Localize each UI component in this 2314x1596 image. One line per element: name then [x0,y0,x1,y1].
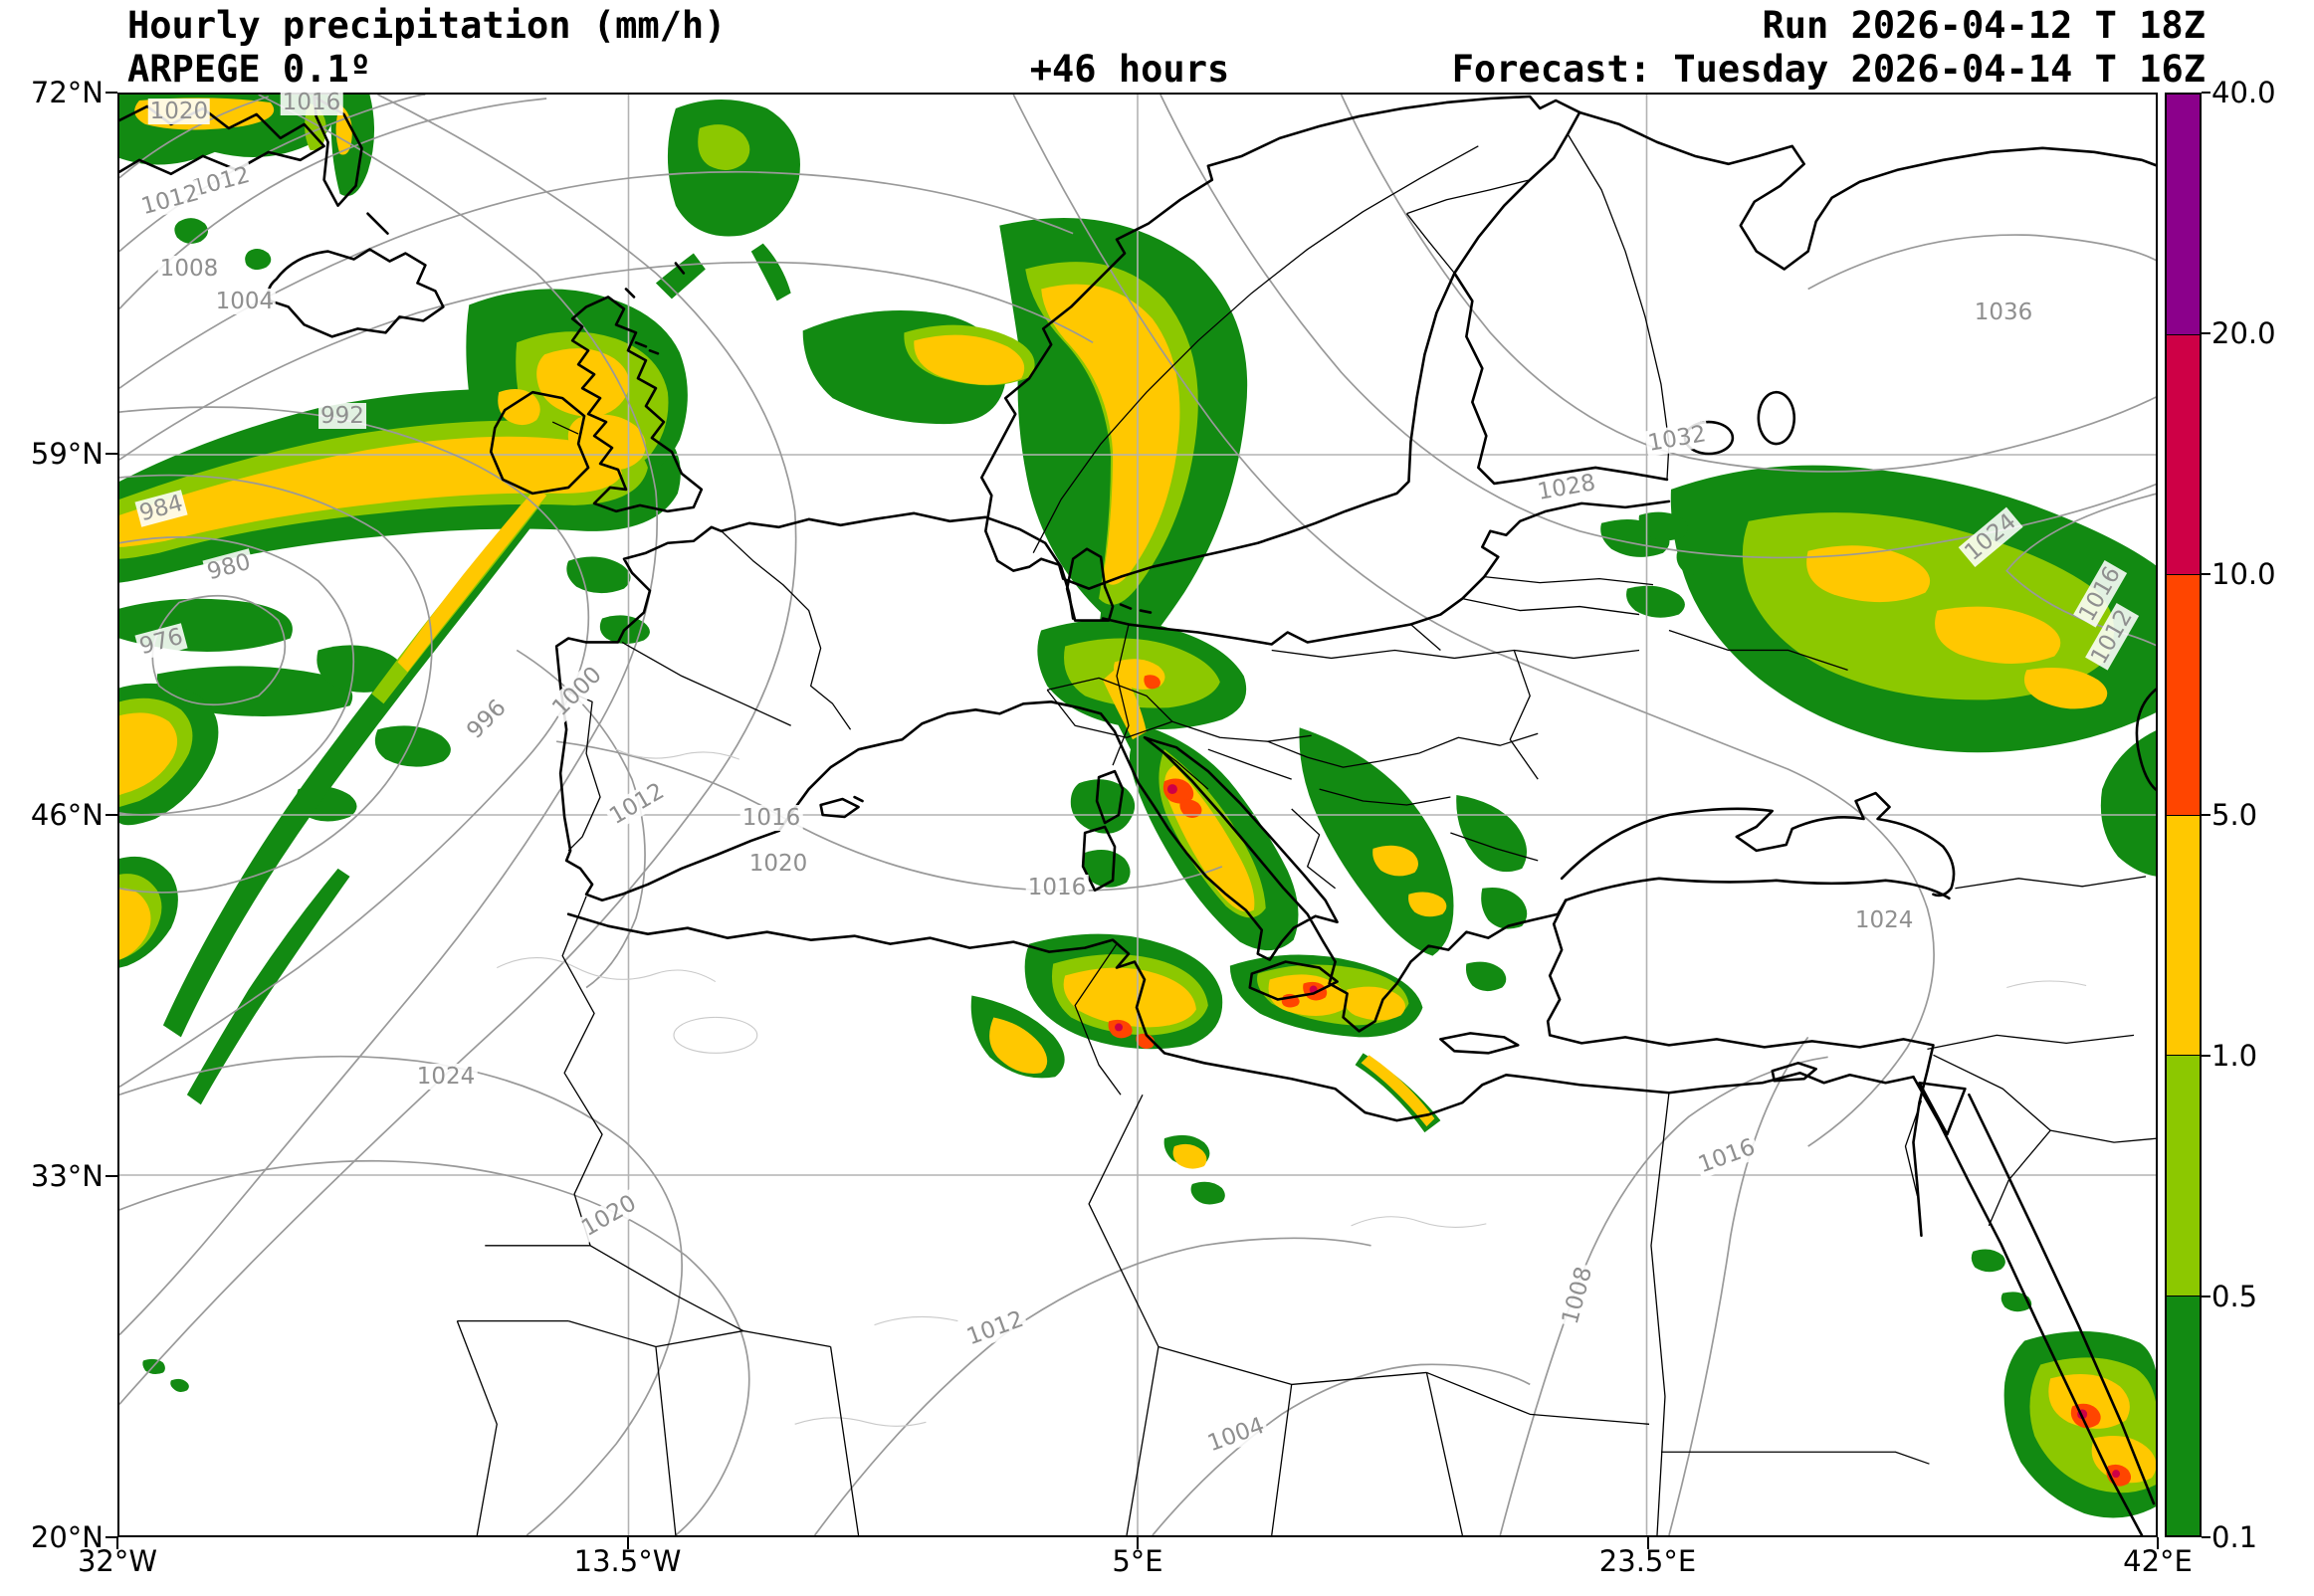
lat-tick-label: 20°N [30,1520,104,1554]
colorbar-segment [2167,95,2200,335]
lat-tick-mark [105,1536,117,1538]
lat-tick-label: 72°N [30,76,104,109]
colorbar [2165,93,2202,1537]
lon-tick-label: 32°W [77,1544,158,1578]
lat-tick-label: 59°N [30,437,104,471]
lon-tick-label: 13.5°W [573,1544,682,1578]
lon-tick-label: 5°E [1112,1544,1163,1578]
lon-tick-label: 23.5°E [1598,1544,1697,1578]
lon-tick-mark [2157,1537,2159,1549]
lon-tick-mark [116,1537,118,1549]
colorbar-segment [2167,334,2200,575]
colorbar-tick-label: 0.5 [2211,1280,2258,1313]
lat-tick-mark [105,92,117,94]
colorbar-tick-label: 1.0 [2211,1039,2258,1073]
lat-tick-mark [105,814,117,816]
lon-tick-mark [626,1537,629,1549]
lon-tick-mark [1646,1537,1649,1549]
colorbar-tick-mark [2202,1536,2210,1538]
valid-time-label: Forecast: Tuesday 2026-04-14 T 16Z [1451,48,2206,91]
colorbar-tick-mark [2202,92,2210,94]
colorbar-segment [2167,1056,2200,1297]
colorbar-segment [2167,815,2200,1056]
colorbar-tick-mark [2202,1055,2210,1057]
colorbar-segment [2167,575,2200,816]
map-drawing [119,95,2156,1535]
colorbar-tick-label: 40.0 [2211,76,2276,109]
chart-title: Hourly precipitation (mm/h) [127,4,727,47]
model-label: ARPEGE 0.1º [127,48,372,91]
lat-tick-mark [105,1175,117,1177]
lon-tick-label: 42°E [2123,1544,2193,1578]
lead-time-label: +46 hours [1029,48,1230,91]
lon-tick-mark [1137,1537,1139,1549]
colorbar-tick-label: 10.0 [2211,557,2276,591]
colorbar-tick-label: 20.0 [2211,316,2276,350]
graticule [119,95,2156,1535]
colorbar-tick-label: 0.1 [2211,1520,2258,1554]
colorbar-tick-mark [2202,573,2210,575]
lat-tick-mark [105,453,117,455]
colorbar-tick-label: 5.0 [2211,798,2258,832]
orography-contours [497,748,2087,1427]
colorbar-tick-mark [2202,332,2210,334]
colorbar-tick-mark [2202,814,2210,816]
lat-tick-label: 46°N [30,798,104,832]
country-borders [456,133,2156,1535]
run-label: Run 2026-04-12 T 18Z [1762,4,2206,47]
colorbar-segment [2167,1296,2200,1535]
map-canvas [117,93,2158,1537]
precip-red-layer [1108,675,2132,1487]
lat-tick-label: 33°N [30,1159,104,1193]
colorbar-tick-mark [2202,1296,2210,1297]
